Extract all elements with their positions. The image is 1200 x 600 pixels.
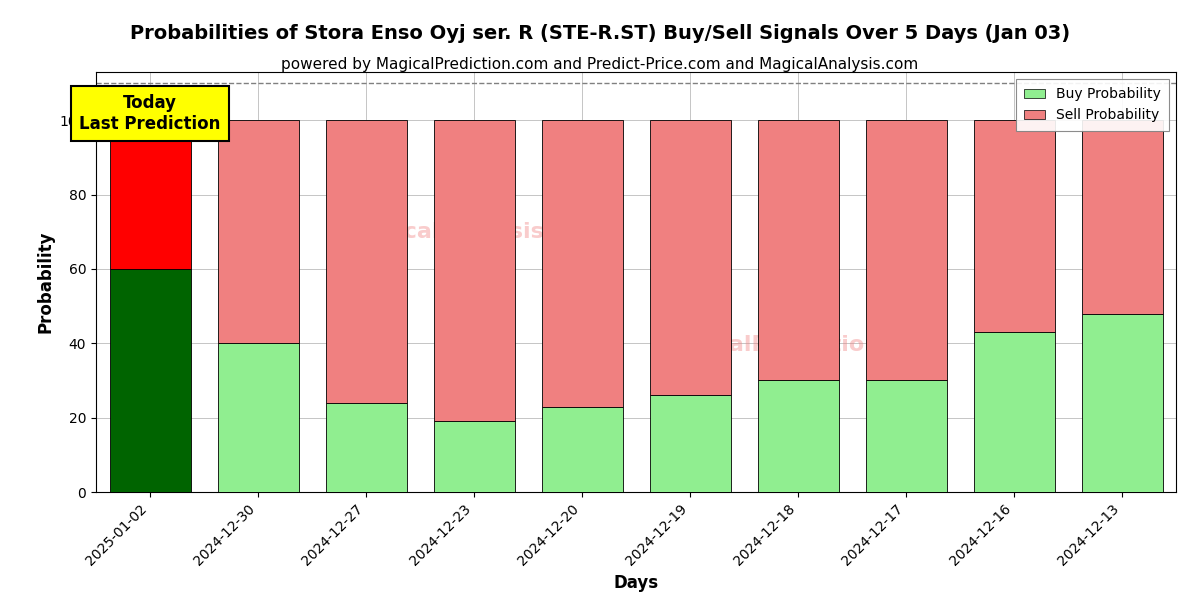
Bar	[649, 121, 731, 395]
X-axis label: Days: Days	[613, 574, 659, 592]
Bar	[433, 421, 515, 492]
Bar	[865, 121, 947, 380]
Y-axis label: Probability: Probability	[36, 231, 54, 333]
Bar	[757, 380, 839, 492]
Bar	[217, 343, 299, 492]
Bar	[865, 380, 947, 492]
Legend: Buy Probability, Sell Probability: Buy Probability, Sell Probability	[1015, 79, 1169, 131]
Bar	[541, 407, 623, 492]
Text: powered by MagicalPrediction.com and Predict-Price.com and MagicalAnalysis.com: powered by MagicalPrediction.com and Pre…	[281, 57, 919, 72]
Bar	[325, 121, 407, 403]
Bar	[541, 121, 623, 407]
Bar	[973, 121, 1055, 332]
Bar	[649, 395, 731, 492]
Text: MagicalAnalysis.com: MagicalAnalysis.com	[343, 221, 605, 242]
Bar	[109, 121, 191, 269]
Bar	[109, 269, 191, 492]
Bar	[757, 121, 839, 380]
Bar	[1081, 314, 1163, 492]
Text: MagicalPrediction.com: MagicalPrediction.com	[655, 335, 941, 355]
Bar	[973, 332, 1055, 492]
Bar	[217, 121, 299, 343]
Text: Today
Last Prediction: Today Last Prediction	[79, 94, 221, 133]
Bar	[325, 403, 407, 492]
Bar	[1081, 121, 1163, 314]
Text: Probabilities of Stora Enso Oyj ser. R (STE-R.ST) Buy/Sell Signals Over 5 Days (: Probabilities of Stora Enso Oyj ser. R (…	[130, 24, 1070, 43]
Bar	[433, 121, 515, 421]
